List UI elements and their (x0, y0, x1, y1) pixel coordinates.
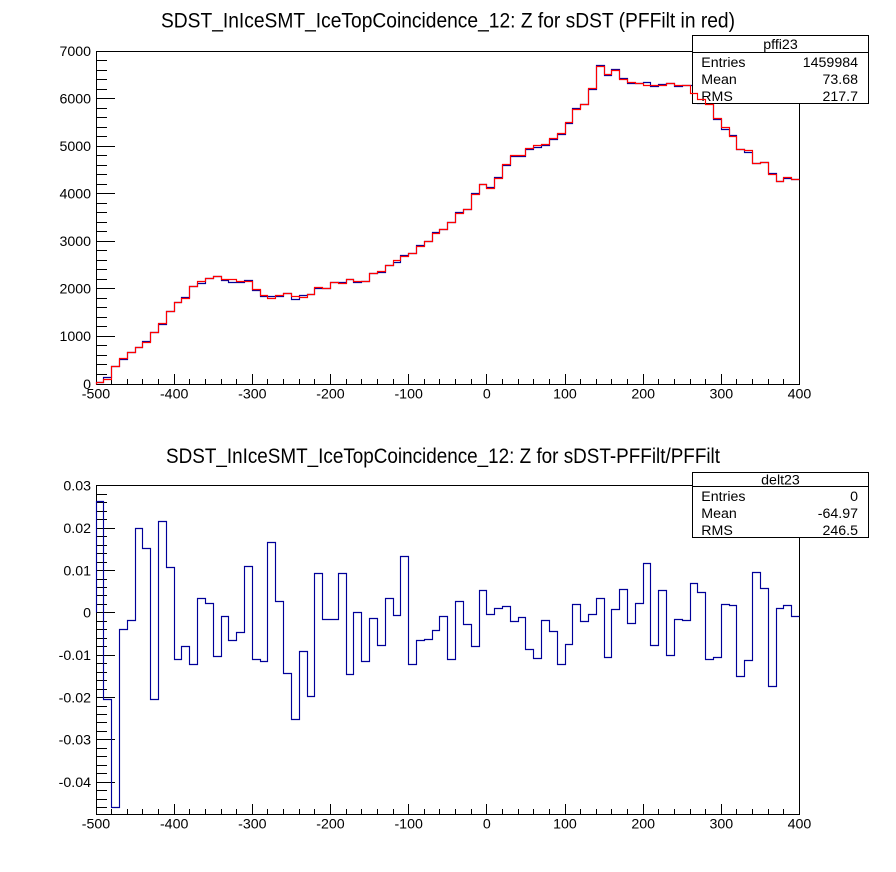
svg-text:7000: 7000 (59, 44, 91, 60)
svg-text:0: 0 (850, 489, 858, 505)
svg-text:4000: 4000 (59, 187, 91, 203)
svg-text:-300: -300 (238, 816, 267, 832)
svg-text:0: 0 (83, 606, 91, 622)
svg-text:-300: -300 (238, 386, 267, 402)
svg-text:400: 400 (788, 386, 812, 402)
svg-text:delt23: delt23 (761, 473, 800, 489)
svg-text:-500: -500 (82, 816, 111, 832)
svg-text:-400: -400 (160, 816, 189, 832)
svg-text:-64.97: -64.97 (818, 506, 858, 522)
svg-text:0.03: 0.03 (63, 479, 91, 495)
svg-text:-200: -200 (316, 386, 345, 402)
svg-text:0.01: 0.01 (63, 563, 91, 579)
svg-text:Mean: Mean (701, 72, 737, 88)
svg-text:3000: 3000 (59, 234, 91, 250)
svg-text:-100: -100 (394, 816, 423, 832)
svg-text:73.68: 73.68 (822, 72, 858, 88)
svg-text:SDST_InIceSMT_IceTopCoincidenc: SDST_InIceSMT_IceTopCoincidence_12: Z fo… (166, 445, 720, 468)
svg-text:300: 300 (709, 816, 733, 832)
svg-text:pffi23: pffi23 (763, 37, 798, 53)
svg-text:-0.04: -0.04 (59, 775, 91, 791)
svg-text:0.02: 0.02 (63, 521, 91, 537)
svg-text:0: 0 (483, 386, 491, 402)
svg-text:RMS: RMS (701, 89, 733, 105)
svg-text:1000: 1000 (59, 329, 91, 345)
svg-text:-400: -400 (160, 386, 189, 402)
svg-text:Entries: Entries (701, 489, 745, 505)
svg-text:0: 0 (83, 377, 91, 393)
svg-text:Entries: Entries (701, 55, 745, 71)
svg-text:6000: 6000 (59, 91, 91, 107)
svg-text:RMS: RMS (701, 523, 733, 539)
svg-text:217.7: 217.7 (822, 89, 858, 105)
svg-text:300: 300 (709, 386, 733, 402)
svg-text:100: 100 (553, 386, 577, 402)
svg-text:5000: 5000 (59, 139, 91, 155)
svg-text:400: 400 (788, 816, 812, 832)
svg-text:-0.02: -0.02 (59, 690, 91, 706)
svg-text:SDST_InIceSMT_IceTopCoincidenc: SDST_InIceSMT_IceTopCoincidence_12: Z fo… (161, 10, 735, 33)
svg-text:1459984: 1459984 (803, 55, 858, 71)
svg-text:Mean: Mean (701, 506, 737, 522)
svg-text:-0.01: -0.01 (59, 648, 91, 664)
svg-text:-500: -500 (82, 386, 111, 402)
svg-text:100: 100 (553, 816, 577, 832)
svg-text:2000: 2000 (59, 282, 91, 298)
svg-text:-100: -100 (394, 386, 423, 402)
svg-text:246.5: 246.5 (822, 523, 858, 539)
svg-text:200: 200 (631, 386, 655, 402)
svg-text:200: 200 (631, 816, 655, 832)
svg-text:0: 0 (483, 816, 491, 832)
svg-text:-200: -200 (316, 816, 345, 832)
svg-text:-0.03: -0.03 (59, 733, 91, 749)
